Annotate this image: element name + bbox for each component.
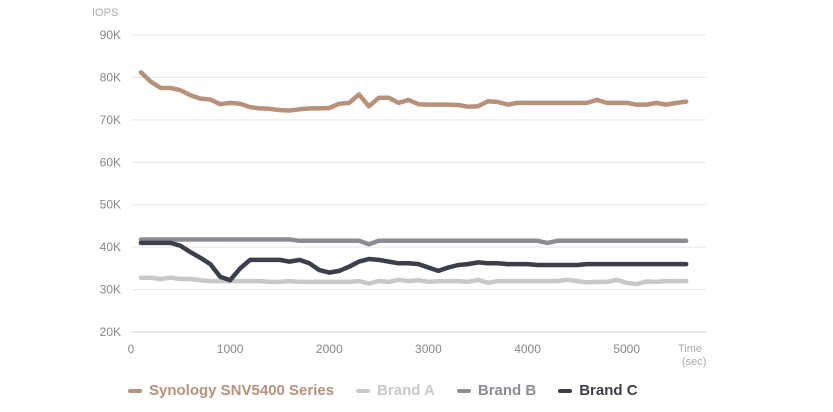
legend-label: Brand B [477,382,537,399]
grid-lines [131,34,706,333]
x-tick-label: 1000 [217,342,244,356]
y-tick-label: 80K [100,70,121,84]
y-tick-label: 70K [100,113,121,127]
y-tick-label: 90K [100,28,121,42]
series-line-3 [138,237,689,247]
y-tick-label: 60K [100,155,121,169]
legend-item-4: Brand C [558,382,638,399]
y-tick-label: 20K [100,325,121,339]
legend-swatch [128,388,142,393]
legend-label: Brand A [377,382,435,399]
legend-item-1: Synology SNV5400 Series [128,382,334,399]
legend-swatch [356,388,371,393]
series-line-1 [138,70,689,113]
axes: 20K 30K 40K 50K 60K 70K 80K 90K 0 1000 2000 3000 400… [100,28,641,356]
x-axis-title: Time (sec) [678,343,706,368]
legend-item-2: Brand A [356,382,435,399]
chart-legend: Synology SNV5400 Series Brand A Brand B Bra… [128,382,660,399]
series-line-4 [138,240,689,283]
x-tick-label: 5000 [613,342,640,356]
legend-item-3: Brand B [456,382,537,399]
y-axis-title: IOPS [92,7,118,19]
y-tick-label: 40K [100,240,121,254]
x-tick-label: 3000 [415,342,442,356]
x-tick-label: 0 [128,342,135,356]
x-tick-label: 4000 [514,342,541,356]
x-tick-label: 2000 [316,342,343,356]
y-tick-label: 30K [100,283,121,297]
legend-label: Synology SNV5400 Series [149,382,335,399]
series-lines [138,70,689,287]
legend-swatch [456,388,471,393]
legend-label: Brand C [579,382,638,399]
y-tick-label: 50K [100,198,121,212]
legend-swatch [558,388,573,393]
